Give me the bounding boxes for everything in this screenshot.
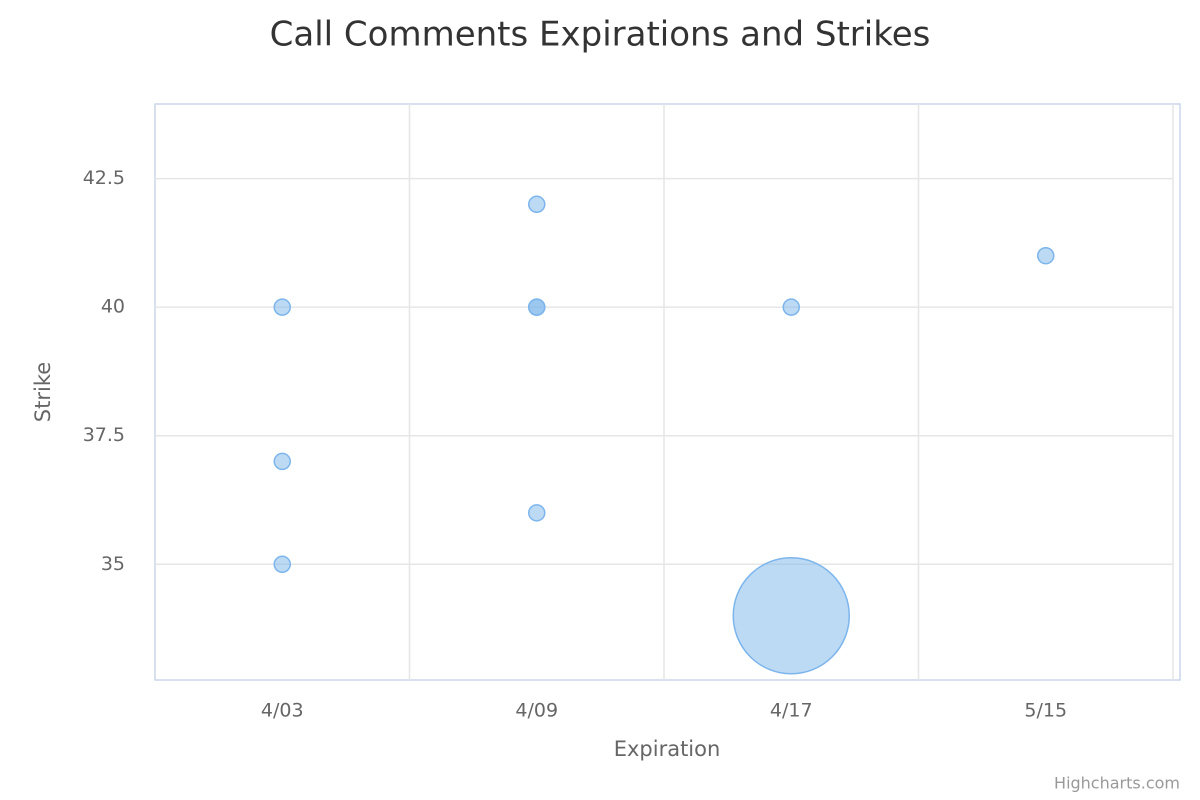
- bubble: [528, 298, 546, 316]
- bubble: [528, 504, 546, 522]
- y-tick-label: 37.5: [83, 424, 125, 446]
- x-tick-label: 4/03: [261, 700, 304, 722]
- x-tick-label: 4/09: [515, 700, 558, 722]
- x-tick-label: 5/15: [1024, 700, 1067, 722]
- bubble: [273, 298, 291, 316]
- y-tick-label: 42.5: [83, 167, 125, 189]
- plot-border: [154, 103, 1181, 681]
- bubble: [782, 298, 800, 316]
- credits: Highcharts.com: [1054, 774, 1180, 793]
- bubble: [1037, 246, 1055, 265]
- y-tick-label: 40: [101, 296, 125, 318]
- bubble: [732, 556, 850, 675]
- bubble: [273, 555, 291, 574]
- chart-title: Call Comments Expirations and Strikes: [270, 15, 931, 55]
- y-axis-title: Strike: [31, 362, 55, 422]
- bubble: [273, 452, 291, 471]
- x-axis-title: Expiration: [614, 737, 721, 761]
- y-tick-label: 35: [101, 553, 125, 575]
- bubble: [528, 195, 546, 214]
- x-tick-label: 4/17: [770, 700, 813, 722]
